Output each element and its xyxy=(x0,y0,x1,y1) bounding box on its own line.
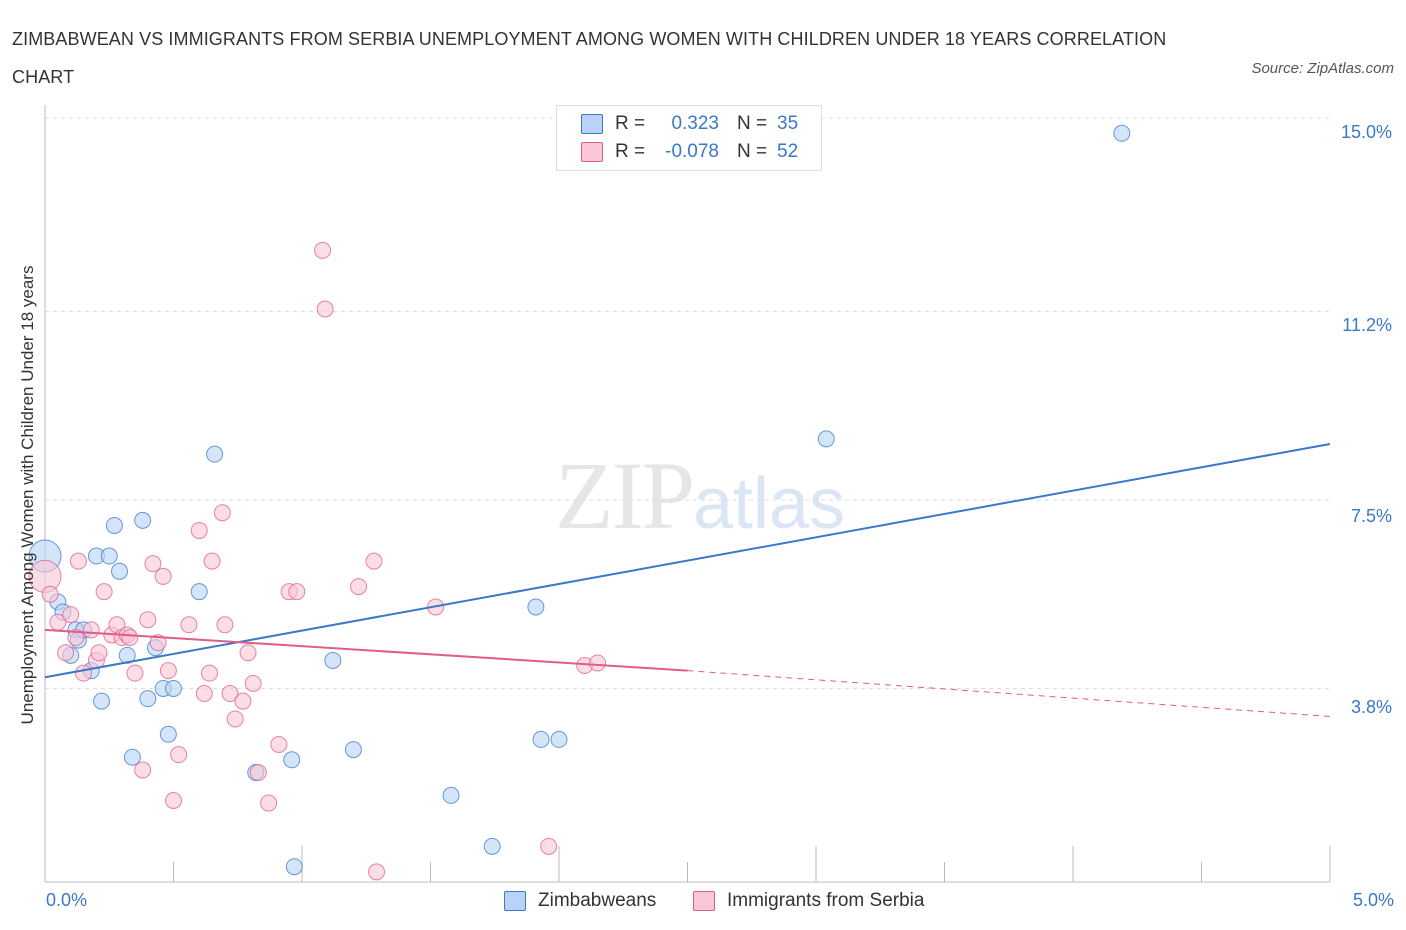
data-point-zimbabweans xyxy=(111,562,129,580)
data-point-serbia xyxy=(249,763,267,781)
data-point-serbia xyxy=(154,567,172,585)
data-point-zimbabweans xyxy=(190,583,208,601)
data-point-zimbabweans xyxy=(139,690,157,708)
data-point-zimbabweans xyxy=(550,730,568,748)
data-point-serbia xyxy=(75,664,93,682)
y-tick-label-7-5: 7.5% xyxy=(1350,506,1392,526)
legend-r-label: R = xyxy=(615,113,646,134)
data-point-zimbabweans xyxy=(324,651,342,669)
data-point-serbia xyxy=(90,644,108,662)
data-point-serbia xyxy=(221,685,239,703)
legend-swatch-pink xyxy=(581,142,603,162)
data-point-serbia xyxy=(95,583,113,601)
legend-row-serbia: R = -0.078 N = 52 xyxy=(581,139,798,165)
y-axis-label: Unemployment Among Women with Children U… xyxy=(18,265,37,725)
legend-r-label: R = xyxy=(615,141,646,162)
data-point-serbia xyxy=(69,552,87,570)
data-point-zimbabweans xyxy=(134,511,152,529)
data-point-serbia xyxy=(314,241,332,259)
data-point-zimbabweans xyxy=(285,858,303,876)
bottom-legend-label: Immigrants from Serbia xyxy=(727,890,925,911)
data-point-zimbabweans xyxy=(344,741,362,759)
legend-n-label: N = xyxy=(737,113,768,134)
y-tick-label-15: 15.0% xyxy=(1340,122,1392,142)
data-point-serbia xyxy=(62,606,80,624)
legend-n-value: 52 xyxy=(777,141,799,162)
data-point-serbia xyxy=(226,710,244,728)
data-point-serbia xyxy=(365,552,383,570)
data-point-serbia xyxy=(180,616,198,634)
x-tick-label-max: 5.0% xyxy=(1352,890,1394,910)
data-point-serbia xyxy=(190,522,208,540)
data-point-zimbabweans xyxy=(817,430,835,448)
data-point-serbia xyxy=(288,583,306,601)
data-point-serbia xyxy=(270,735,288,753)
data-point-serbia xyxy=(67,629,85,647)
data-point-zimbabweans xyxy=(442,786,460,804)
data-point-serbia xyxy=(165,792,182,810)
bottom-legend-serbia: Immigrants from Serbia xyxy=(693,888,924,914)
data-point-serbia xyxy=(589,654,607,672)
data-point-serbia xyxy=(57,644,75,662)
data-point-zimbabweans xyxy=(165,679,182,697)
data-point-serbia xyxy=(82,621,100,639)
data-point-zimbabweans xyxy=(1113,124,1131,142)
source-label: Source: ZipAtlas.com xyxy=(1251,60,1394,77)
bottom-legend-zimbabweans: Zimbabweans xyxy=(504,888,656,914)
data-point-serbia xyxy=(149,634,167,652)
watermark-zip: ZIP xyxy=(555,442,695,549)
data-point-serbia xyxy=(139,611,157,629)
data-point-serbia xyxy=(159,662,177,680)
data-point-serbia xyxy=(239,644,257,662)
data-point-zimbabweans xyxy=(93,692,111,710)
data-point-zimbabweans xyxy=(206,445,224,463)
data-point-serbia xyxy=(260,794,278,812)
legend-r-value: -0.078 xyxy=(665,141,719,162)
watermark-atlas: atlas xyxy=(693,464,846,544)
watermark: ZIPatlas xyxy=(555,440,845,551)
data-point-serbia xyxy=(134,761,152,779)
data-point-serbia xyxy=(316,300,334,318)
trend-line-dashed-serbia xyxy=(687,670,1331,717)
y-tick-label-11-2: 11.2% xyxy=(1342,315,1392,335)
bottom-legend-swatch-blue xyxy=(504,891,526,911)
data-point-zimbabweans xyxy=(283,751,301,769)
data-point-serbia xyxy=(170,746,188,764)
data-point-zimbabweans xyxy=(159,725,177,743)
data-point-serbia xyxy=(126,664,144,682)
legend-swatch-blue xyxy=(581,114,603,134)
data-point-serbia xyxy=(195,685,213,703)
x-tick-label-min: 0.0% xyxy=(46,890,88,910)
data-point-serbia xyxy=(216,616,234,634)
data-point-serbia xyxy=(41,585,59,603)
data-point-zimbabweans xyxy=(105,516,123,534)
trend-line-serbia xyxy=(44,628,688,672)
data-point-serbia xyxy=(213,504,231,522)
chart-title: ZIMBABWEAN VS IMMIGRANTS FROM SERBIA UNE… xyxy=(12,29,1167,87)
legend-row-zimbabweans: R = 0.323 N = 35 xyxy=(581,111,798,137)
data-point-serbia xyxy=(244,674,262,692)
legend-n-label: N = xyxy=(737,141,768,162)
data-point-zimbabweans xyxy=(532,730,550,748)
data-point-zimbabweans xyxy=(123,748,141,766)
legend-n-value: 35 xyxy=(777,113,799,134)
data-point-serbia xyxy=(234,692,252,710)
data-point-zimbabweans xyxy=(527,598,545,616)
bottom-legend-swatch-pink xyxy=(693,891,715,911)
data-point-serbia xyxy=(203,552,221,570)
data-point-serbia xyxy=(200,664,218,682)
y-tick-label-3-8: 3.8% xyxy=(1350,697,1392,717)
data-point-zimbabweans xyxy=(100,547,118,565)
legend-r-value: 0.323 xyxy=(671,113,719,134)
trend-line-zimbabweans xyxy=(44,442,1331,679)
data-point-serbia xyxy=(350,578,368,596)
bottom-legend-label: Zimbabweans xyxy=(538,890,657,911)
data-point-zimbabweans xyxy=(118,646,136,664)
data-point-serbia xyxy=(144,555,162,573)
data-point-zimbabweans xyxy=(483,837,501,855)
data-point-serbia xyxy=(121,629,139,647)
correlation-legend: R = 0.323 N = 35 R = -0.078 N = 52 xyxy=(556,105,822,171)
data-point-serbia xyxy=(368,863,386,881)
data-point-serbia xyxy=(540,837,558,855)
